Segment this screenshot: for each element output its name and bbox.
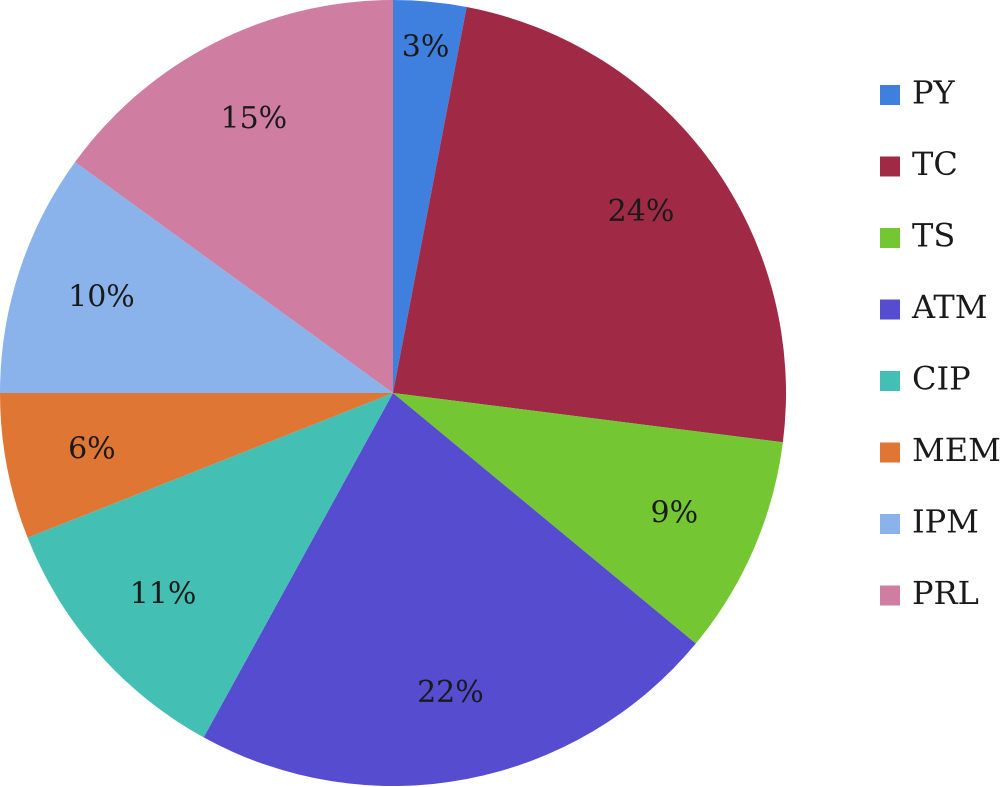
pie-slice-atm	[203, 393, 696, 786]
data-label-ts: 9%	[651, 496, 699, 531]
data-label-mem: 6%	[68, 431, 116, 466]
legend: PY TC TS ATM CIP MEM IPM PRL	[880, 74, 1000, 612]
legend-item-atm: ATM	[880, 288, 987, 326]
legend-item-mem: MEM	[880, 431, 1000, 469]
legend-label: TC	[912, 145, 958, 183]
data-label-ipm: 10%	[68, 279, 135, 314]
legend-item-cip: CIP	[880, 360, 971, 398]
legend-swatch	[880, 371, 900, 391]
legend-item-prl: PRL	[880, 574, 979, 612]
legend-swatch	[880, 442, 900, 463]
pie-slice-ipm	[0, 162, 393, 393]
legend-swatch	[880, 585, 900, 606]
data-label-cip: 11%	[130, 577, 197, 612]
data-label-py: 3%	[402, 30, 450, 65]
legend-item-tc: TC	[880, 145, 958, 183]
pie-slice-cip	[27, 393, 394, 738]
legend-label: MEM	[912, 431, 1000, 469]
legend-swatch	[880, 228, 900, 248]
legend-item-ipm: IPM	[880, 503, 979, 541]
data-label-atm: 22%	[417, 675, 484, 710]
pie-slice-tc	[393, 6, 786, 443]
legend-label: PY	[912, 74, 956, 112]
pie-slice-mem	[0, 393, 393, 538]
legend-label: CIP	[912, 360, 971, 398]
legend-swatch	[880, 156, 900, 177]
legend-swatch	[880, 299, 900, 320]
pie-slice-py	[393, 0, 467, 393]
legend-label: ATM	[911, 288, 987, 326]
legend-swatch	[880, 514, 900, 534]
legend-swatch	[880, 85, 900, 105]
pie-slices	[0, 0, 786, 786]
legend-item-ts: TS	[880, 217, 955, 255]
pie-data-labels: 3% 24% 9% 22% 11% 6% 10% 15%	[68, 30, 698, 710]
pie-slice-prl	[75, 0, 393, 393]
legend-label: IPM	[912, 503, 979, 541]
pie-slice-ts	[393, 393, 783, 644]
data-label-prl: 15%	[220, 101, 287, 136]
legend-item-py: PY	[880, 74, 956, 112]
legend-label: TS	[912, 217, 955, 255]
legend-label: PRL	[912, 574, 979, 612]
data-label-tc: 24%	[608, 194, 675, 229]
